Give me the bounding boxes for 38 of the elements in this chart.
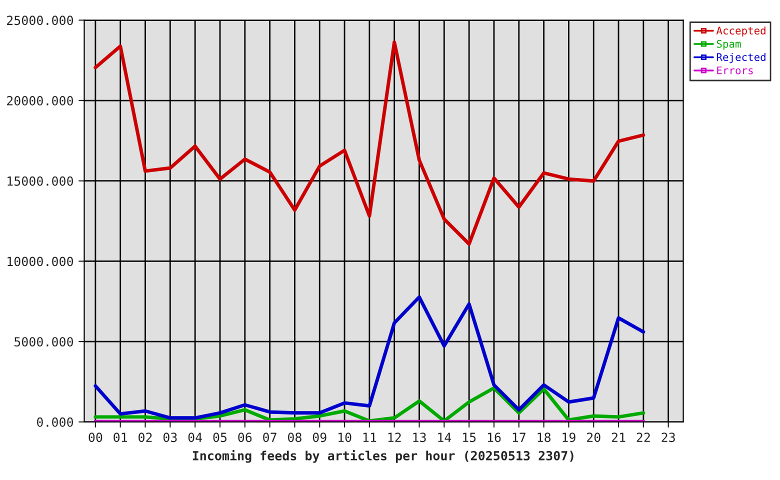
legend-label: Rejected xyxy=(716,52,766,64)
line-series xyxy=(94,386,646,422)
x-tick-label: 05 xyxy=(213,432,227,442)
y-tick-label: 10000.000 xyxy=(8,256,74,266)
x-tick-label: 18 xyxy=(538,432,551,442)
x-tick-label: 15 xyxy=(463,432,476,442)
x-tick-label: 19 xyxy=(562,432,576,442)
x-tick-label: 22 xyxy=(636,432,650,442)
line-series xyxy=(94,295,646,420)
y-tick-label: 5000.000 xyxy=(14,337,74,347)
x-tick-label: 20 xyxy=(587,432,600,442)
x-tick-label: 16 xyxy=(488,432,501,442)
y-tick-label: 15000.000 xyxy=(8,176,74,186)
x-tick-label: 07 xyxy=(263,432,276,442)
y-tick-label: 25000.000 xyxy=(7,16,74,26)
x-tick-label: 21 xyxy=(612,432,626,442)
x-tick-label: 06 xyxy=(238,432,252,442)
y-tick-label: 20000.000 xyxy=(7,96,74,106)
x-tick-label: 17 xyxy=(512,432,526,442)
x-tick-label: 13 xyxy=(413,432,426,442)
x-tick-label: 10 xyxy=(338,432,352,442)
x-tick-label: 12 xyxy=(388,432,401,442)
x-tick-label: 03 xyxy=(163,432,177,442)
x-axis-title: Incoming feeds by articles per hour (20250513 2307) xyxy=(192,450,574,463)
x-tick-label: 23 xyxy=(662,432,675,442)
legend-label: Accepted xyxy=(716,26,766,37)
x-tick-label: 00 xyxy=(88,432,102,442)
legend-label: Errors xyxy=(717,66,753,74)
x-tick-label: 09 xyxy=(312,432,326,442)
x-tick-label: 14 xyxy=(438,432,452,442)
x-tick-label: 08 xyxy=(288,432,302,442)
x-tick-label: 04 xyxy=(188,432,202,442)
y-tick-label: 0.000 xyxy=(37,417,74,427)
line-series xyxy=(94,40,646,246)
x-tick-label: 11 xyxy=(363,432,376,442)
x-tick-label: 02 xyxy=(138,432,152,442)
legend-label: Spam xyxy=(716,40,741,50)
x-tick-label: 01 xyxy=(114,432,128,442)
